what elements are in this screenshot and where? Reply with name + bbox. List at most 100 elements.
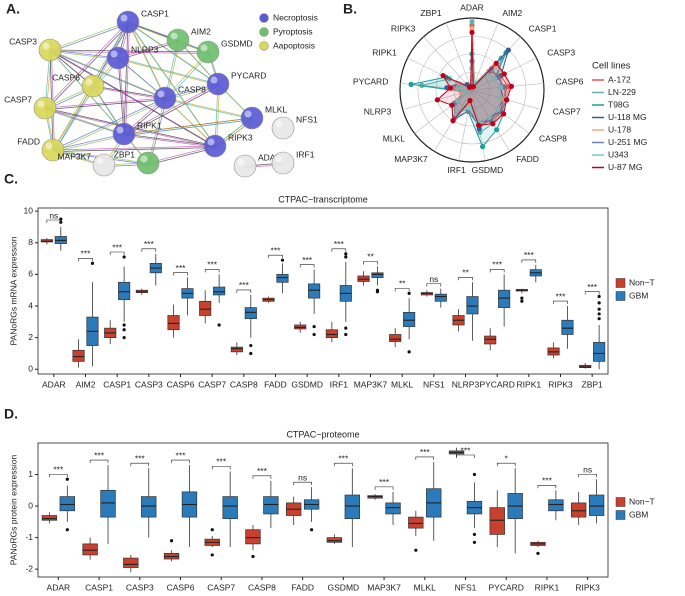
significance-bracket [299, 264, 315, 268]
box [263, 496, 279, 515]
significance-label: ** [367, 252, 374, 262]
node-label: NFS1 [296, 114, 318, 124]
x-tick-label: CASP1 [85, 582, 113, 592]
box [408, 516, 424, 529]
point [450, 118, 456, 124]
outlier [249, 343, 253, 348]
legend-label: U343 [608, 149, 629, 159]
significance-bracket [130, 462, 150, 467]
node-label: PYCARD [231, 70, 266, 80]
outlier [312, 324, 316, 329]
x-tick-label: CASP3 [135, 379, 163, 389]
edge [166, 99, 254, 120]
outlier [210, 553, 214, 557]
x-tick-label: CASP8 [248, 582, 276, 592]
node [106, 46, 130, 70]
box [167, 315, 180, 331]
point [454, 111, 460, 118]
edge [46, 109, 126, 136]
node [116, 10, 140, 34]
y-tick-label: 8 [28, 237, 33, 247]
box [82, 543, 98, 556]
point [440, 72, 446, 79]
edge [51, 51, 167, 100]
significance-bracket [204, 269, 220, 273]
box [41, 515, 58, 521]
legend-label: Necroptosis [273, 12, 318, 22]
node-label: CASP6 [52, 72, 80, 82]
significance-bracket [46, 219, 62, 223]
significance-label: *** [81, 249, 92, 259]
plot-frame [37, 442, 609, 578]
significance-label: *** [271, 245, 282, 255]
significance-label: *** [257, 466, 268, 476]
y-tick-label: -2 [25, 563, 33, 573]
node-label: NLRP3 [131, 44, 159, 54]
legend-label: LN-229 [608, 87, 636, 97]
significance-bracket [236, 289, 252, 293]
outlier [65, 477, 69, 481]
edge [49, 49, 119, 59]
axis-label: RIPK3 [391, 24, 416, 34]
box [59, 496, 75, 512]
axis-label: MLKL [383, 134, 405, 144]
node [196, 40, 220, 64]
significance-label: *** [53, 465, 64, 475]
significance-label: *** [524, 250, 535, 260]
point [469, 29, 475, 35]
significance-bracket [49, 473, 68, 478]
legend-label: U-178 [608, 124, 631, 134]
edge [54, 99, 167, 152]
x-tick-label: PYCARD [488, 582, 523, 592]
significance-bracket [268, 254, 283, 259]
axis-label: CASP1 [529, 24, 557, 34]
point [469, 58, 475, 64]
box [100, 489, 116, 518]
edge [129, 23, 167, 100]
point [501, 111, 507, 117]
significance-label: * [505, 453, 509, 463]
point [469, 26, 475, 32]
significance-label: *** [112, 242, 123, 252]
x-tick-label: CASP6 [167, 379, 195, 389]
box [222, 496, 238, 520]
edge [117, 57, 125, 135]
box [561, 319, 574, 335]
outlier [251, 554, 255, 559]
outlier [210, 528, 214, 532]
edge [123, 117, 253, 135]
box [548, 499, 564, 512]
box [403, 311, 416, 327]
box [141, 496, 157, 518]
legend-label: U-87 MG [608, 162, 642, 172]
node-shine [207, 138, 215, 146]
significance-label: ns [49, 210, 58, 220]
significance-label: ns [429, 274, 438, 284]
edge [52, 145, 216, 151]
x-tick-label: IRF1 [330, 379, 349, 389]
node [81, 74, 105, 98]
edge [54, 87, 95, 152]
point [495, 106, 501, 113]
box [308, 283, 321, 299]
node [33, 96, 57, 120]
significance-label: *** [334, 239, 345, 249]
node-shine [85, 78, 93, 86]
point [447, 85, 454, 91]
x-tick-label: ZBP1 [582, 379, 604, 389]
outlier [407, 350, 411, 354]
significance-label: ** [462, 268, 469, 278]
node-shine [140, 155, 148, 163]
point [508, 83, 515, 89]
significance-bracket [456, 454, 475, 458]
plot-frame [37, 207, 609, 375]
point [455, 98, 461, 104]
significance-label: *** [176, 450, 187, 460]
outlier [122, 328, 126, 332]
box [593, 342, 606, 362]
node [206, 72, 230, 96]
axis-label: FADD [516, 154, 539, 164]
outlier [122, 323, 126, 327]
y-tick-label: 1 [28, 469, 33, 479]
edge [127, 21, 166, 99]
